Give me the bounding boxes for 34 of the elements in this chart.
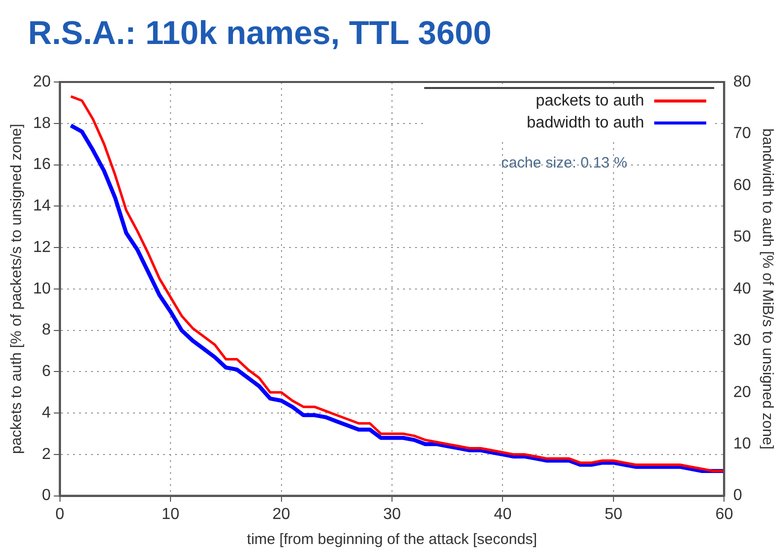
legend-label: packets to auth	[536, 92, 644, 110]
y2-tick-label: 10	[733, 435, 752, 452]
annotation: cache size: 0.13 %	[501, 154, 628, 172]
y-tick-label: 6	[42, 363, 51, 380]
x-tick-label: 0	[55, 506, 64, 523]
y-axis-title: packets to auth [% of packets/s to unsigned zone]	[8, 124, 26, 454]
y-tick-label: 16	[33, 156, 51, 174]
y2-tick-label: 0	[733, 487, 742, 504]
y-tick-label: 8	[42, 322, 51, 339]
y2-tick-label: 50	[733, 228, 752, 246]
y-tick-label: 4	[42, 404, 51, 422]
y2-axis-title: bandwidth to auth [% of MiB/s to unsigned zone]	[758, 128, 776, 450]
x-axis-title: time [from beginning of the attack [seconds]	[246, 531, 538, 548]
y2-tick-label: 70	[733, 125, 752, 142]
x-tick-label: 60	[715, 506, 734, 523]
y-tick-label: 2	[42, 446, 51, 463]
x-tick-label: 20	[272, 506, 290, 523]
y2-tick-label: 60	[733, 176, 752, 194]
y2-tick-label: 80	[733, 73, 752, 90]
y-tick-label: 18	[33, 114, 51, 132]
y2-tick-label: 40	[733, 280, 752, 298]
y-tick-label: 14	[33, 198, 51, 215]
chart-title: R.S.A.: 110k names, TTL 3600	[28, 14, 492, 52]
y2-tick-label: 20	[733, 384, 752, 401]
y-tick-label: 0	[42, 487, 51, 504]
x-tick-label: 10	[162, 506, 180, 523]
y-tick-label: 12	[33, 238, 51, 256]
x-tick-label: 30	[383, 506, 401, 523]
y2-tick-label: 30	[733, 332, 752, 350]
legend-label: badwidth to auth	[526, 114, 644, 132]
x-tick-label: 50	[604, 506, 622, 523]
x-tick-label: 40	[494, 506, 512, 523]
y-tick-label: 10	[33, 280, 51, 298]
y-tick-label: 20	[33, 73, 51, 90]
